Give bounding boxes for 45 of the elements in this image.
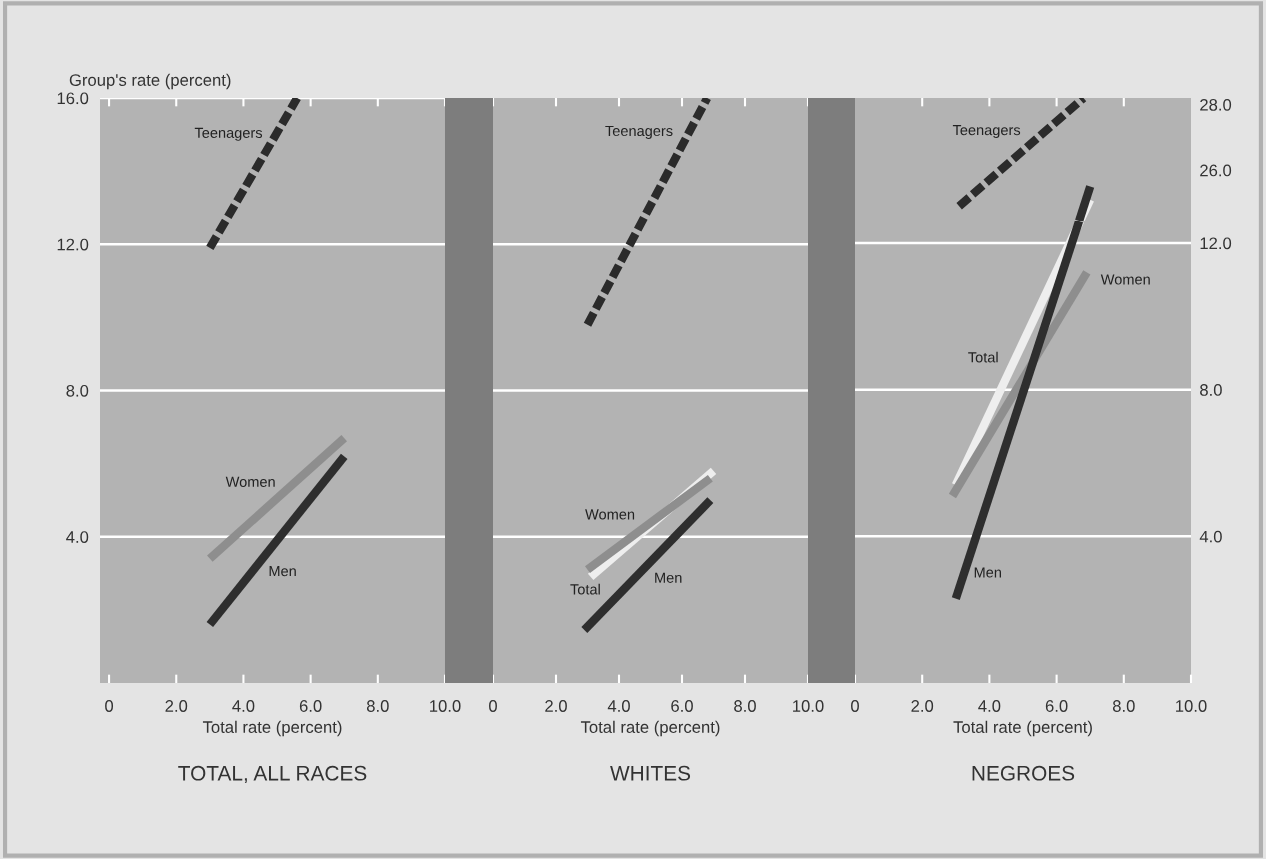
x-tick-label: 2.0 bbox=[165, 700, 188, 712]
x-tick-label: 0 bbox=[489, 700, 497, 712]
x-tick-label: 6.0 bbox=[671, 700, 693, 712]
y2-tick-label: 28.0 bbox=[1200, 98, 1232, 111]
y-axis-title: Group's rate (percent) bbox=[69, 73, 231, 90]
y2-tick-label: 12.0 bbox=[1200, 237, 1232, 250]
series-label: Women bbox=[585, 509, 635, 520]
x-tick-label: 8.0 bbox=[734, 700, 756, 712]
series-label: Women bbox=[225, 476, 275, 487]
x-tick-label: 8.0 bbox=[366, 700, 389, 712]
x-axis-title: Total rate (percent) bbox=[202, 720, 342, 737]
y2-tick-label: 8.0 bbox=[1200, 384, 1222, 396]
y2-tick-label: 4.0 bbox=[1199, 530, 1222, 543]
x-tick-label: 10.0 bbox=[1176, 700, 1207, 712]
y2-tick-label: 26.0 bbox=[1200, 164, 1232, 177]
y-tick-label: 4.0 bbox=[66, 531, 89, 543]
x-axis-title: Total rate (percent) bbox=[953, 720, 1092, 737]
series-label: Women bbox=[1100, 274, 1150, 285]
y-tick-label: 8.0 bbox=[66, 384, 89, 397]
x-tick-label: 6.0 bbox=[299, 700, 322, 712]
x-tick-label: 4.0 bbox=[232, 700, 255, 712]
x-tick-label: 10.0 bbox=[430, 700, 461, 712]
series-label: Men bbox=[655, 572, 682, 583]
text: TOTAL, ALL RACES bbox=[178, 765, 367, 784]
x-tick-label: 10.0 bbox=[793, 700, 824, 712]
series-label: Teenagers bbox=[952, 125, 1021, 139]
x-axis-title: Total rate (percent) bbox=[580, 720, 720, 737]
x-tick-label: 2.0 bbox=[911, 700, 934, 712]
x-tick-label: 6.0 bbox=[1045, 700, 1068, 712]
series-label: Teenagers bbox=[194, 127, 263, 141]
y-tick-label: 12.0 bbox=[57, 238, 89, 251]
x-tick-label: 0 bbox=[851, 700, 859, 712]
text: WHITES bbox=[610, 765, 691, 781]
series-label: Total bbox=[968, 351, 998, 363]
series-label: Men bbox=[269, 566, 296, 577]
series-label: Total bbox=[570, 583, 600, 595]
x-tick-label: 4.0 bbox=[978, 700, 1001, 712]
x-tick-label: 4.0 bbox=[607, 700, 630, 712]
text: NEGROES bbox=[972, 765, 1075, 781]
x-tick-label: 8.0 bbox=[1112, 700, 1135, 712]
series-label: Teenagers bbox=[605, 125, 673, 139]
x-tick-label: 2.0 bbox=[545, 700, 567, 712]
x-tick-label: 0 bbox=[105, 700, 114, 712]
series-label: Men bbox=[974, 567, 1001, 578]
y-tick-label: 16.0 bbox=[57, 92, 89, 105]
